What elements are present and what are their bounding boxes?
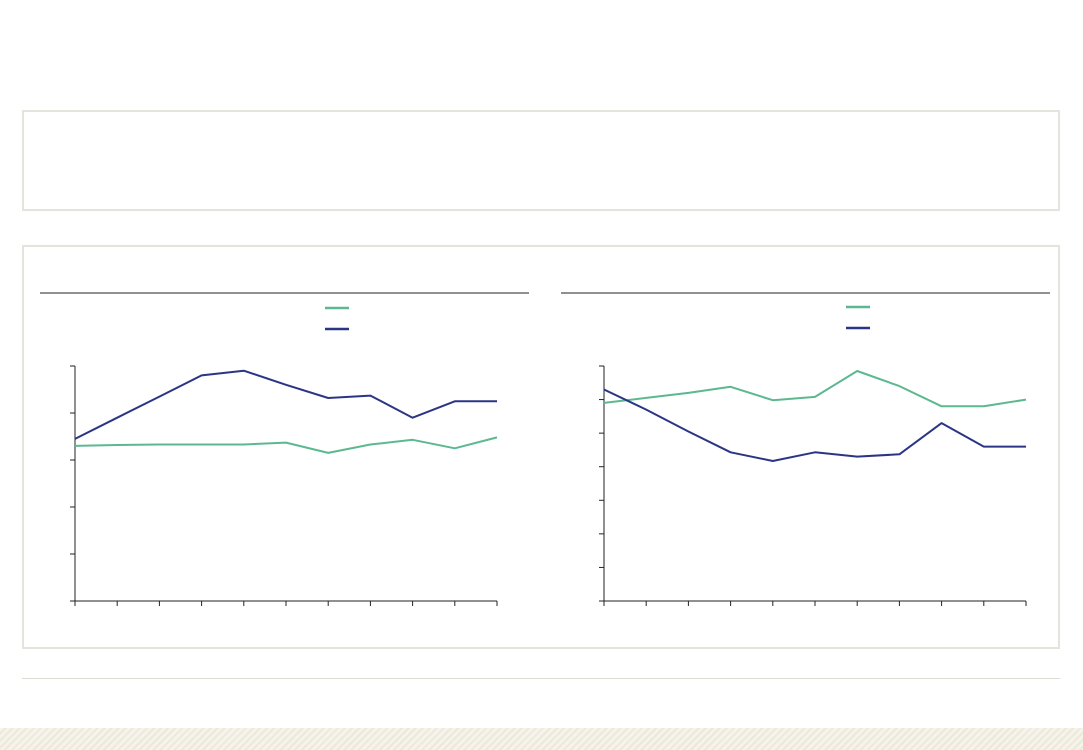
chart-panel xyxy=(22,245,1060,649)
series-line-0 xyxy=(603,370,1027,408)
series-line-1 xyxy=(603,388,1026,462)
footer-band xyxy=(0,728,1083,750)
footer-divider xyxy=(22,678,1060,679)
chart-0-group xyxy=(40,292,529,606)
chart-1-group xyxy=(561,292,1050,606)
header-info-box xyxy=(22,110,1060,211)
